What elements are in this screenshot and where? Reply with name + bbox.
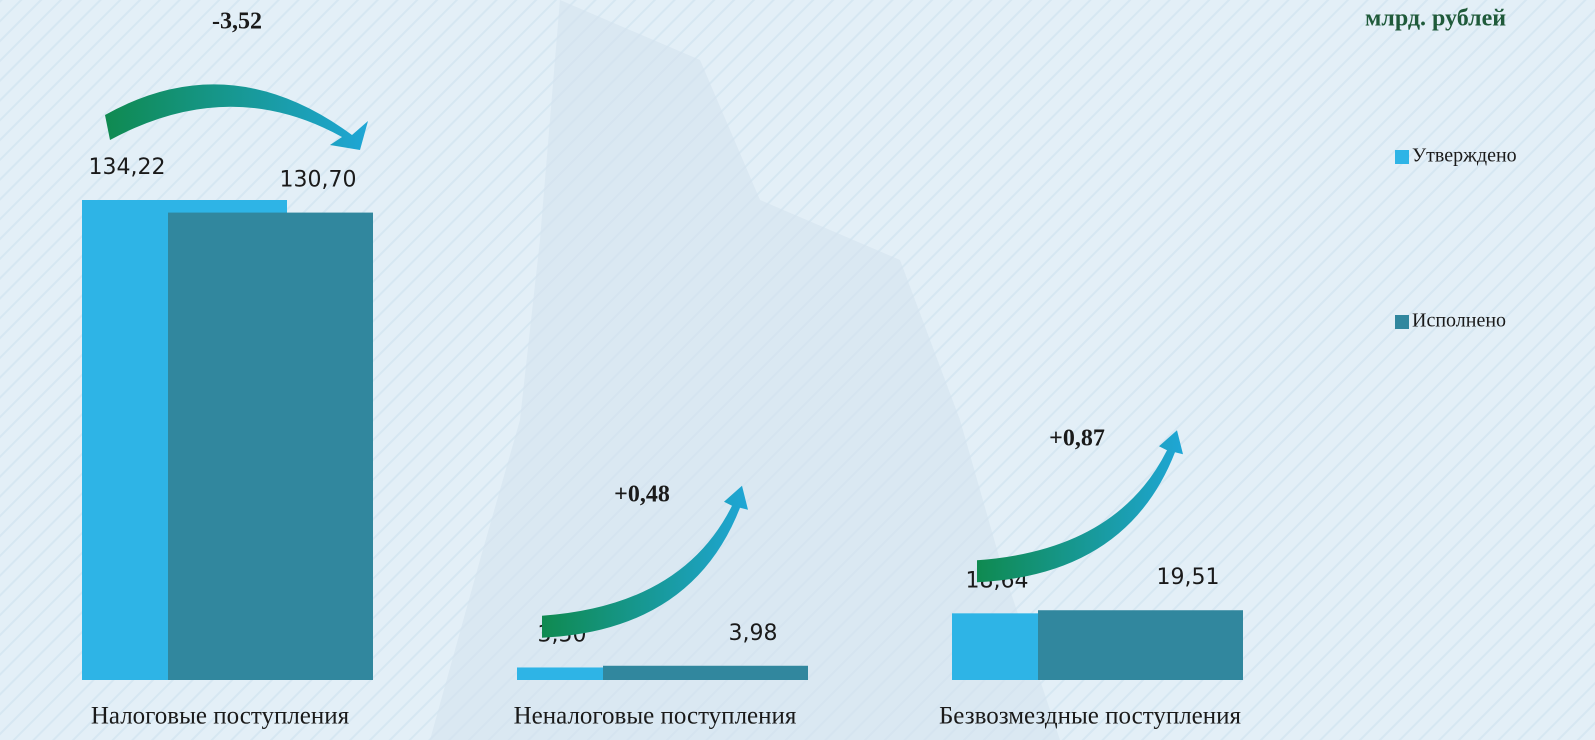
bar xyxy=(168,212,373,680)
x-tick-label: Налоговые поступления xyxy=(91,703,350,730)
unit-title: млрд. рублей xyxy=(1365,6,1506,32)
x-tick-label: Безвозмездные поступления xyxy=(939,703,1242,730)
annotation: -3,52 xyxy=(212,9,262,35)
value-label: 3,98 xyxy=(729,621,778,646)
value-label: 134,22 xyxy=(89,155,166,180)
annotation: +0,87 xyxy=(1049,426,1105,452)
value-label: 130,70 xyxy=(280,168,357,193)
legend-swatch xyxy=(1395,315,1409,329)
map-silhouette xyxy=(430,0,1060,740)
legend-label: Утверждено xyxy=(1412,145,1517,167)
legend-swatch xyxy=(1395,150,1409,164)
arrow xyxy=(977,430,1183,583)
bar xyxy=(1038,610,1243,680)
arrow xyxy=(542,485,748,638)
annotation: +0,48 xyxy=(614,481,670,507)
value-label: 19,51 xyxy=(1157,565,1220,590)
x-tick-label: Неналоговые поступления xyxy=(514,703,797,730)
bar xyxy=(603,665,808,680)
arrow xyxy=(105,84,368,150)
legend-label: Исполнено xyxy=(1412,310,1506,332)
